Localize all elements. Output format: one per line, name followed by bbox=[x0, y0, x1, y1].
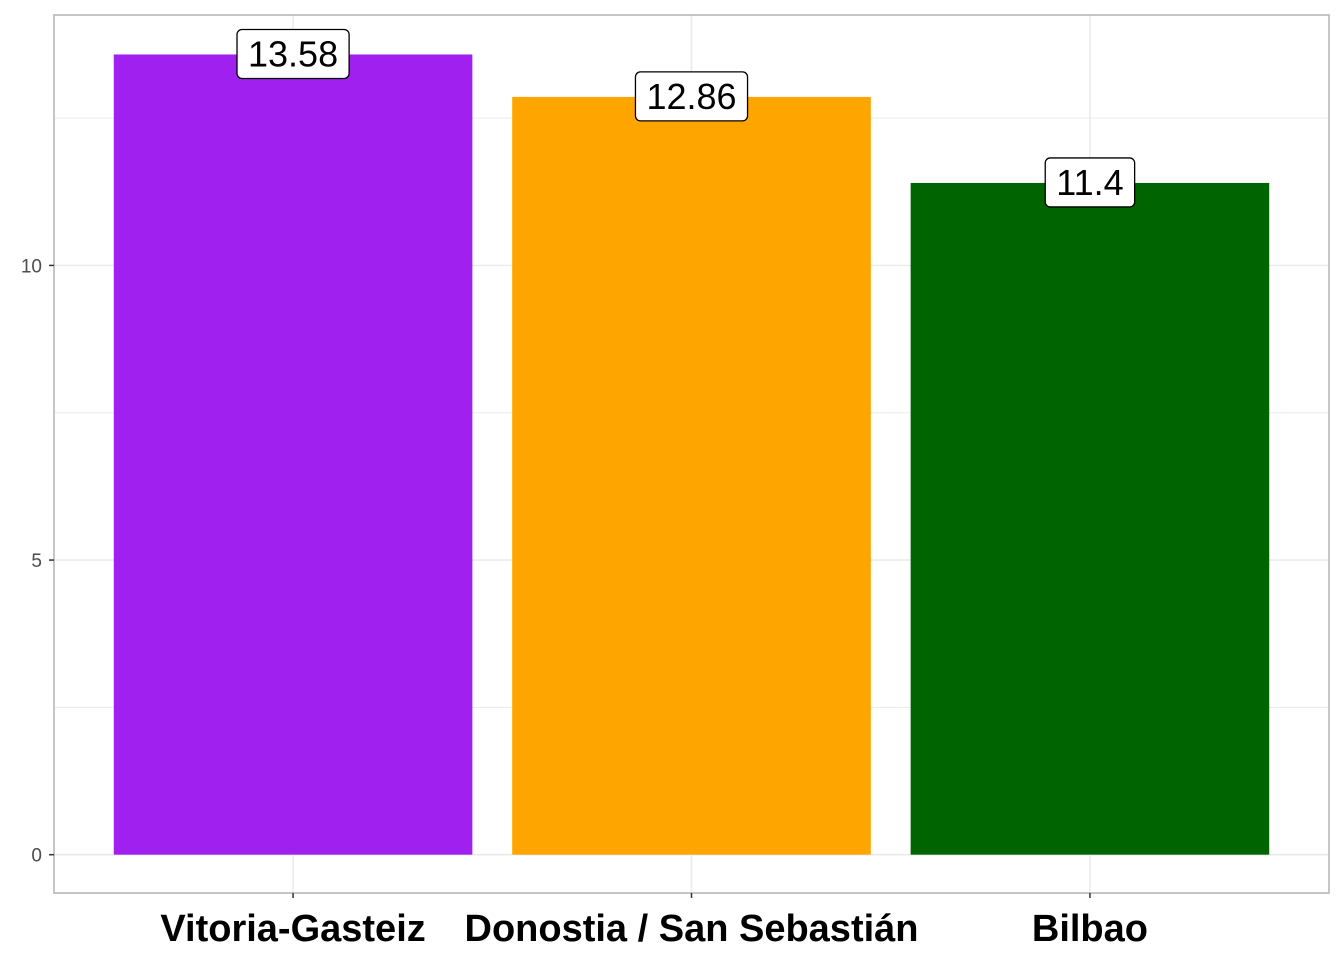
data-label-box bbox=[1044, 157, 1136, 208]
data-label-box bbox=[236, 28, 350, 80]
y-tick-label: 5 bbox=[31, 551, 42, 572]
x-tick-label: Donostia / San Sebastián bbox=[465, 908, 919, 950]
data-label-text: 11.4 bbox=[1056, 162, 1123, 203]
bar-3 bbox=[910, 182, 1270, 855]
data-label-text: 12.86 bbox=[646, 76, 736, 117]
y-tick-label: 0 bbox=[31, 846, 42, 867]
data-labels: 13.58 12.86 11.4 bbox=[236, 28, 1136, 208]
x-tick-label: Vitoria-Gasteiz bbox=[160, 908, 425, 950]
x-tick-label: Bilbao bbox=[1032, 908, 1148, 950]
bar-2 bbox=[512, 96, 871, 855]
bar-1 bbox=[113, 54, 473, 855]
bars bbox=[113, 54, 1270, 855]
axes: 0 5 10 Vitoria-Gasteiz Donostia / San Sebast… bbox=[21, 256, 1148, 950]
data-label-2: 12.86 bbox=[634, 71, 749, 122]
y-tick-label: 10 bbox=[21, 256, 42, 277]
data-label-1: 13.58 bbox=[236, 28, 350, 80]
data-label-3: 11.4 bbox=[1044, 157, 1136, 208]
data-label-box bbox=[634, 71, 749, 122]
data-label-text: 13.58 bbox=[248, 33, 338, 74]
